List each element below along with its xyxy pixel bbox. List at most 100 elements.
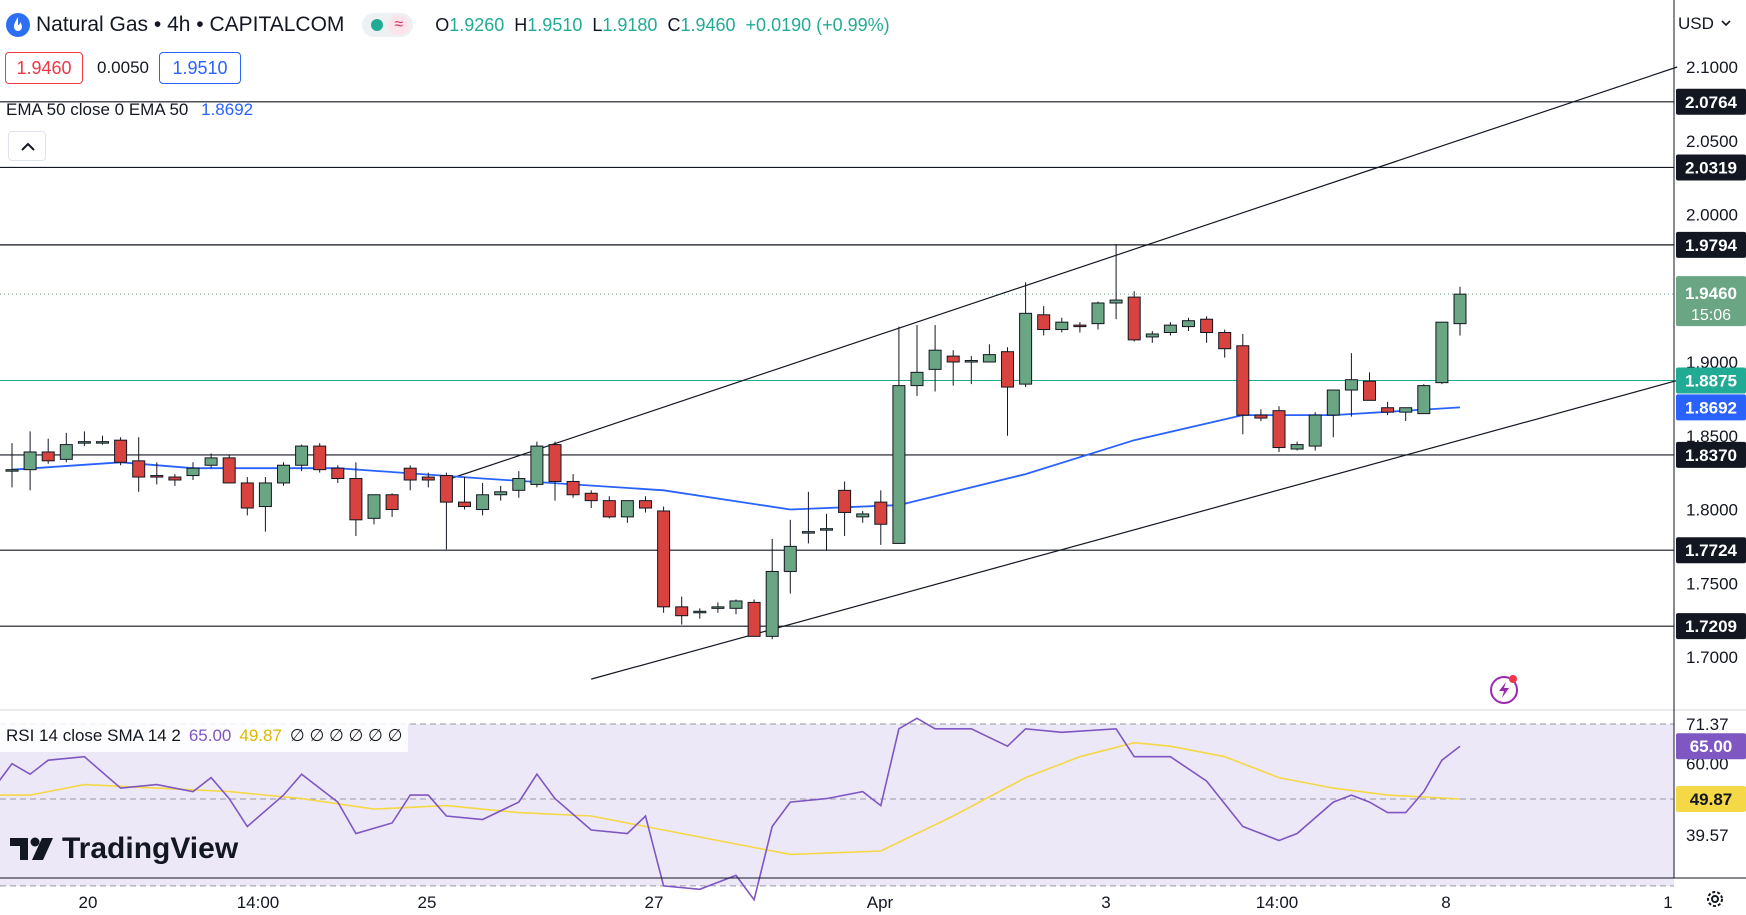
- candle-body: [512, 478, 526, 491]
- ema-legend[interactable]: EMA 50 close 0 EMA 50 1.8692: [6, 100, 253, 120]
- rsi-value-tag-bg: [1676, 733, 1746, 760]
- level-tag: 2.0319: [1685, 158, 1737, 177]
- gear-icon: [1707, 891, 1723, 907]
- candle-body: [838, 489, 852, 513]
- price-tick-label: 2.1000: [1686, 58, 1738, 77]
- candle-body: [1272, 410, 1286, 449]
- level-tag: 2.0764: [1685, 93, 1738, 112]
- price-tick-label: 1.7500: [1686, 574, 1738, 593]
- market-status-badge[interactable]: ≈: [362, 13, 414, 37]
- candle-body: [657, 510, 671, 608]
- candle-body: [982, 354, 996, 363]
- candle-body: [403, 467, 417, 481]
- collapse-legend-button[interactable]: [8, 131, 46, 161]
- candle-body: [349, 478, 363, 521]
- time-tick-label: Apr: [867, 893, 894, 912]
- candle-body: [620, 500, 634, 518]
- candle-body: [1344, 379, 1358, 391]
- spread-value: 0.0050: [97, 58, 149, 77]
- trend-channel-line: [446, 66, 1678, 481]
- last-price-tag: 1.9460: [1685, 284, 1737, 303]
- candle-body: [1163, 324, 1177, 333]
- candle-body: [1381, 407, 1395, 413]
- time-tick-label: 8: [1441, 893, 1450, 912]
- candle-body: [1091, 302, 1105, 325]
- time-tick-label: 20: [79, 893, 98, 912]
- candle-body: [584, 492, 598, 502]
- candle-body: [77, 441, 91, 444]
- time-tick-label: 14:00: [237, 893, 280, 912]
- last-price-tag-bg: [1676, 276, 1746, 327]
- sell-price-button[interactable]: 1.9460: [5, 52, 83, 84]
- rsi-tick-label: 71.37: [1686, 715, 1729, 734]
- lightning-alert-icon[interactable]: [1488, 673, 1520, 705]
- price-tick-label: 2.0000: [1686, 206, 1738, 225]
- candle-body: [1308, 414, 1322, 447]
- candles: [5, 244, 1467, 640]
- candle-body: [1200, 318, 1214, 334]
- candle-body: [1019, 312, 1033, 385]
- ema-tag: 1.8692: [1685, 398, 1737, 417]
- horizontal-levels: [0, 101, 1674, 627]
- level-tag-bg: [1676, 441, 1746, 468]
- candle-body: [711, 606, 725, 609]
- candle-body: [295, 445, 309, 466]
- candle-body: [313, 445, 327, 471]
- level-tag: 1.9794: [1685, 236, 1738, 255]
- chevron-up-icon: [21, 142, 35, 151]
- candle-body: [494, 491, 508, 496]
- candle-body: [1001, 351, 1014, 388]
- currency-selector[interactable]: USD: [1678, 14, 1736, 34]
- candle-body: [1399, 407, 1413, 413]
- candle-body: [23, 451, 37, 471]
- time-tick-label: 14:00: [1256, 893, 1299, 912]
- currency-label: USD: [1678, 14, 1714, 33]
- candle-body: [1145, 333, 1159, 338]
- candle-body: [240, 482, 254, 509]
- reference-tag: 1.8875: [1685, 371, 1737, 390]
- candle-body: [385, 494, 399, 510]
- candle-body: [729, 600, 743, 609]
- candle-body: [566, 480, 580, 496]
- ema-legend-value: 1.8692: [201, 100, 254, 119]
- rsi-legend[interactable]: RSI 14 close SMA 14 2 65.00 49.87 ∅ ∅ ∅ …: [0, 720, 409, 752]
- candle-body: [1073, 324, 1087, 328]
- candle-body: [874, 501, 888, 525]
- candle-body: [1109, 299, 1123, 304]
- rsi-tick-label: 60.00: [1686, 755, 1729, 774]
- buy-price-button[interactable]: 1.9510: [159, 52, 241, 84]
- rsi-line: [0, 717, 1461, 902]
- tradingview-logo-icon: [10, 837, 53, 860]
- candle-body: [421, 476, 435, 481]
- candle-body: [910, 371, 924, 387]
- candle-body: [548, 444, 562, 482]
- candle-body: [277, 464, 290, 484]
- level-tag: 1.7209: [1685, 617, 1737, 636]
- price-tags: 2.0764 2.0319 1.9794 1.8370 1.7724 1.7209 1.94…: [1676, 88, 1746, 813]
- settings-gear-button[interactable]: [1704, 888, 1726, 910]
- candle-body: [892, 385, 906, 544]
- reference-tag-bg: [1676, 367, 1746, 394]
- time-tick-label: 1: [1663, 893, 1672, 912]
- candle-body: [204, 457, 218, 466]
- candle-body: [1037, 314, 1051, 331]
- candle-body: [367, 494, 381, 519]
- level-tag-bg: [1676, 537, 1746, 564]
- symbol-title: Natural Gas • 4h • CAPITALCOM: [36, 13, 345, 36]
- candle-body: [1182, 320, 1195, 328]
- candle-body: [747, 601, 761, 637]
- candle-body: [41, 451, 55, 462]
- candle-body: [1127, 296, 1141, 341]
- candle-body: [96, 441, 109, 444]
- time-tick-label: 25: [418, 893, 437, 912]
- candle-body: [1055, 321, 1069, 331]
- price-tick-label: 2.0500: [1686, 132, 1738, 151]
- symbol-legend[interactable]: Natural Gas • 4h • CAPITALCOM ≈ O1.9260 …: [6, 11, 890, 39]
- candle-body: [765, 570, 779, 637]
- rsi-value-tag: 65.00: [1690, 737, 1733, 756]
- level-tag-bg: [1676, 613, 1746, 640]
- candle-body: [928, 349, 942, 370]
- candle-body: [856, 513, 870, 518]
